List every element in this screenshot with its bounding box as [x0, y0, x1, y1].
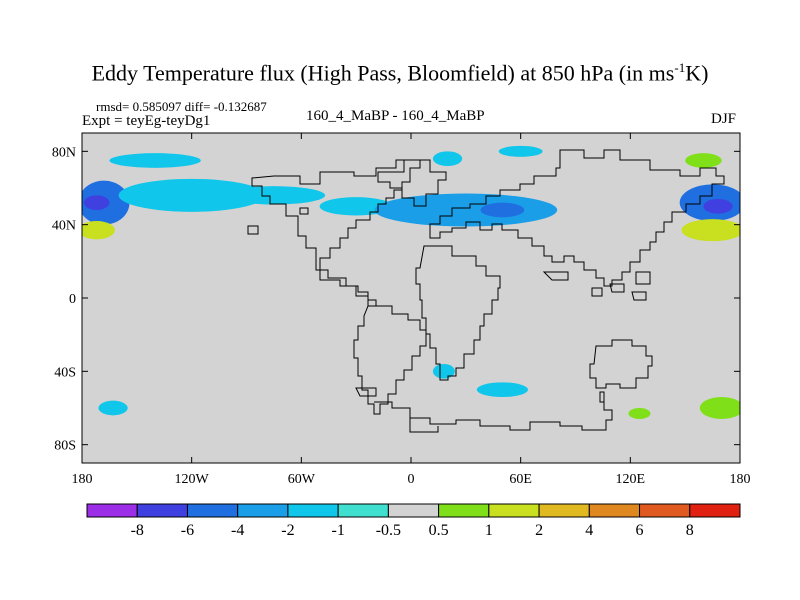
lon-label-1: 120W [175, 472, 210, 487]
colorbar-swatch-5 [337, 503, 389, 518]
colorbar-swatch-11 [639, 503, 691, 518]
lat-label-3: 40S [54, 365, 76, 380]
anomaly-core-7 [480, 202, 525, 218]
colorbar-swatch-2 [186, 503, 239, 518]
coastlines [247, 149, 725, 433]
colorbar-swatch-3 [237, 503, 289, 518]
anomaly-core-1 [83, 195, 110, 211]
anomaly-6 [374, 193, 558, 227]
colorbar-label-10: 6 [636, 522, 644, 539]
stats-label: rmsd= 0.585097 diff= -0.132687 [96, 99, 267, 114]
colorbar-swatch-7 [438, 503, 490, 518]
anomaly-3 [109, 153, 201, 168]
anomaly-5 [319, 197, 393, 216]
colorbar-swatch-12 [689, 503, 741, 518]
anomaly-4 [222, 186, 326, 205]
eurasia-outline [429, 149, 725, 287]
colorbar-label-6: 0.5 [429, 522, 449, 539]
map-title: Eddy Temperature flux (High Pass, Bloomf… [91, 60, 709, 86]
lat-label-2: 0 [69, 292, 76, 307]
anomaly-9 [498, 145, 543, 157]
anomaly-15 [432, 364, 455, 379]
season-label: DJF [711, 111, 737, 127]
antarctica-outline [374, 391, 613, 433]
anomaly-core-11 [703, 199, 733, 214]
anomaly-17 [699, 397, 740, 419]
colorbar-swatch-0 [86, 503, 138, 518]
colorbar-swatch-1 [136, 503, 188, 518]
colorbar-swatch-6 [387, 503, 440, 518]
asia-islands-outline [247, 207, 651, 397]
colorbar-label-9: 4 [585, 522, 593, 539]
colorbar-label-2: -4 [231, 522, 244, 539]
anomaly-layer [82, 145, 740, 419]
longitude-axis: 180 120W 60W 0 60E 120E 180 [72, 133, 751, 487]
lat-label-0: 80N [52, 145, 76, 160]
colorbar-swatch-9 [538, 503, 590, 518]
colorbar-swatch-4 [287, 503, 339, 518]
lon-label-2: 60W [288, 472, 316, 487]
lon-label-6: 180 [730, 472, 751, 487]
anomaly-16 [476, 382, 528, 397]
lon-label-3: 0 [408, 472, 415, 487]
anomaly-2 [118, 178, 265, 212]
anomaly-18 [628, 408, 651, 419]
anomaly-8 [432, 151, 463, 167]
africa-outline [415, 245, 501, 381]
latitude-axis: 80N 40N 0 40S 80S [52, 145, 740, 454]
south-america-outline [353, 305, 427, 415]
anomaly-19 [98, 400, 128, 416]
colorbar-label-8: 2 [535, 522, 543, 539]
lon-label-4: 60E [509, 472, 532, 487]
lon-label-5: 120E [616, 472, 646, 487]
lon-label-0: 180 [72, 472, 93, 487]
colorbar: -8 -6 -4 -2 -1 -0.5 0.5 1 2 4 6 8 [86, 503, 741, 539]
colorbar-label-3: -2 [281, 522, 294, 539]
colorbar-label-7: 1 [485, 522, 493, 539]
center-label: 160_4_MaBP - 160_4_MaBP [306, 108, 485, 124]
greenland-outline [377, 159, 447, 207]
anomaly-14 [685, 153, 722, 168]
colorbar-label-11: 8 [686, 522, 694, 539]
australia-outline [589, 339, 653, 389]
lat-label-4: 80S [54, 439, 76, 454]
anomaly-13 [82, 221, 115, 240]
north-america-outline [251, 159, 421, 307]
colorbar-label-4: -1 [331, 522, 344, 539]
colorbar-swatch-8 [488, 503, 540, 518]
anomaly-12 [681, 219, 740, 242]
colorbar-label-5: -0.5 [376, 522, 401, 539]
colorbar-label-0: -8 [131, 522, 144, 539]
colorbar-label-1: -6 [181, 522, 194, 539]
lat-label-1: 40N [52, 219, 76, 234]
experiment-label: Expt = teyEg-teyDg1 [82, 113, 211, 129]
colorbar-swatch-10 [588, 503, 641, 518]
